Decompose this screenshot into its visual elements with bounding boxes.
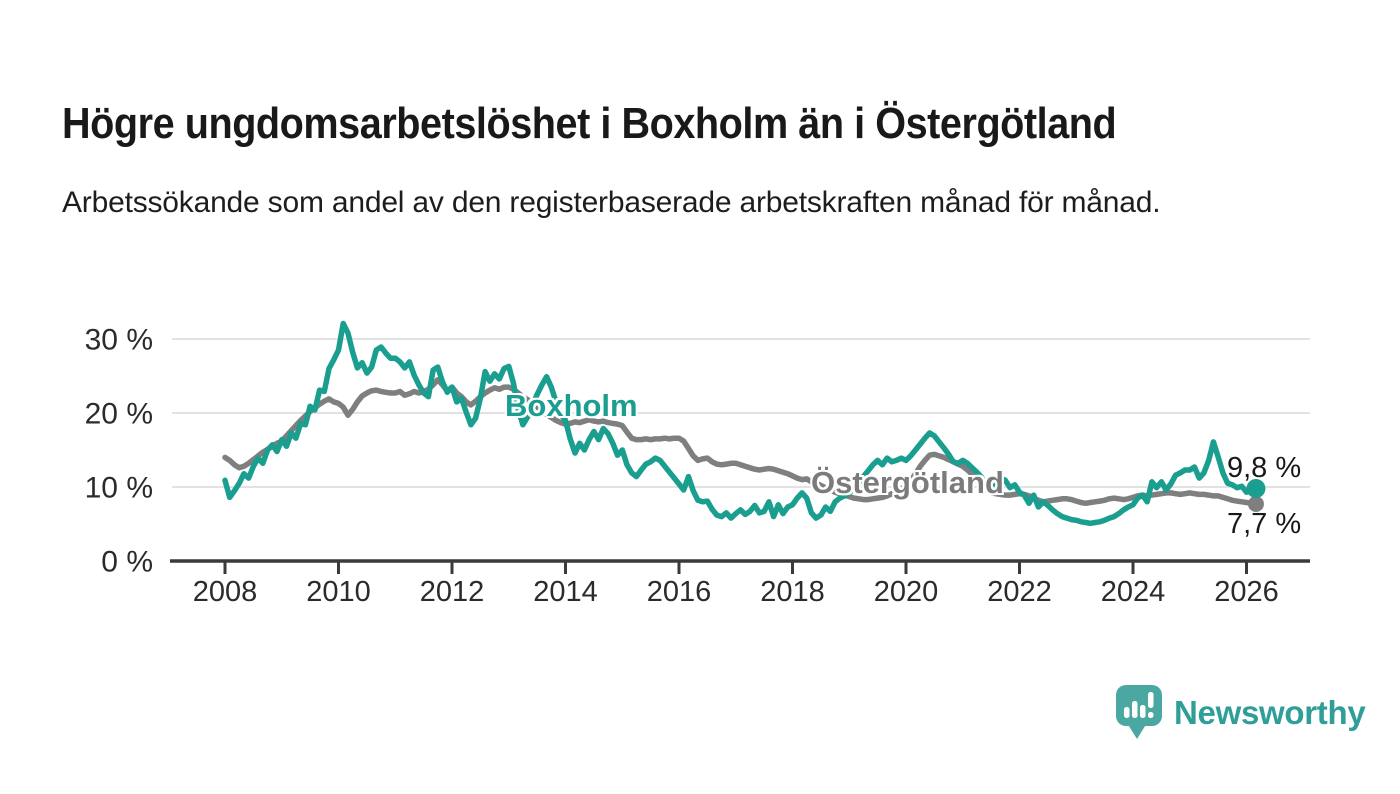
x-axis-tick-label: 2014 [533,576,598,608]
series-line-östergötland [222,376,1259,507]
brand-name: Newsworthy [1174,694,1366,731]
x-axis-tick-label: 2016 [647,576,712,608]
x-axis-tick-label: 2022 [987,576,1052,608]
newsworthy-logo: Newsworthy [1115,684,1366,742]
x-axis-tick-label: 2008 [193,576,258,608]
y-axis-tick-label: 20 % [85,398,153,431]
x-axis-tick-label: 2018 [760,576,825,608]
x-axis-tick-label: 2010 [306,576,371,608]
series-end-dot-boxholm [1246,478,1266,498]
end-value-label-ostergotland: 7,7 % [1227,508,1302,540]
chart-title: Högre ungdomsarbetslöshet i Boxholm än i… [62,99,1117,149]
end-value-label-boxholm: 9,8 % [1227,452,1302,484]
y-axis-tick-label: 10 % [85,472,153,505]
x-axis-tick-label: 2012 [420,576,485,608]
series-line-boxholm [222,320,1259,527]
x-axis-tick-label: 2024 [1101,576,1166,608]
y-axis-tick-label: 0 % [101,546,153,579]
series-end-dot-östergötland [1247,496,1264,513]
x-axis-tick-label: 2026 [1214,576,1279,608]
newsworthy-speech-bubble-bar-chart-icon [1116,685,1162,739]
chart-subtitle: Arbetssökande som andel av den registerb… [62,186,1161,219]
x-axis-tick-label: 2020 [874,576,939,608]
y-axis-tick-label: 30 % [85,324,153,357]
series-label-boxholm: Boxholm [505,388,638,423]
series-label-ostergotland: Östergötland [811,465,1004,500]
